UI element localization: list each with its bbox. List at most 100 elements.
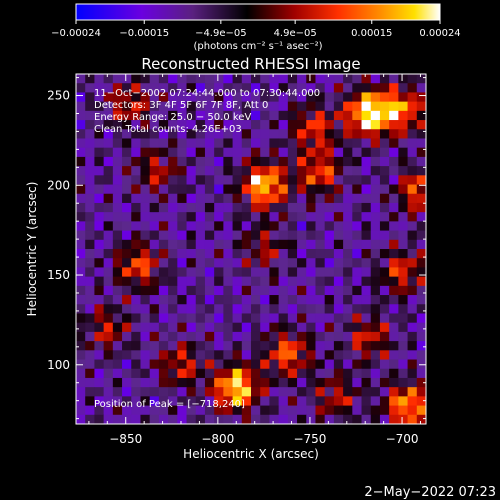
heatmap-cell xyxy=(149,304,160,314)
heatmap-cell xyxy=(333,193,344,204)
heatmap-cell xyxy=(140,341,151,351)
heatmap-cell xyxy=(306,110,316,121)
heatmap-cell xyxy=(389,92,399,103)
heatmap-cell xyxy=(85,313,95,324)
heatmap-cell xyxy=(122,350,132,360)
heatmap-cell xyxy=(278,304,289,314)
heatmap-cell xyxy=(204,405,215,416)
heatmap-cell xyxy=(343,175,353,185)
heatmap-cell xyxy=(361,175,372,185)
heatmap-cell xyxy=(389,184,399,195)
heatmap-cell xyxy=(131,276,141,287)
heatmap-cell xyxy=(333,120,344,130)
heatmap-cell xyxy=(140,239,151,250)
heatmap-cell xyxy=(389,359,399,370)
heatmap-cell xyxy=(177,92,187,103)
heatmap-cell xyxy=(195,313,206,324)
heatmap-cell xyxy=(94,267,105,278)
heatmap-cell xyxy=(158,120,169,130)
heatmap-cell xyxy=(168,101,178,112)
heatmap-cell xyxy=(315,377,326,388)
heatmap-cell xyxy=(379,267,390,278)
heatmap-cell xyxy=(416,193,426,204)
heatmap-cell xyxy=(278,147,289,158)
heatmap-cell xyxy=(370,156,381,167)
heatmap-cell xyxy=(140,193,151,204)
heatmap-cell xyxy=(85,83,95,93)
heatmap-cell xyxy=(287,368,298,379)
heatmap-cell xyxy=(168,276,178,287)
heatmap-cell xyxy=(297,92,307,103)
heatmap-cell xyxy=(112,304,123,314)
heatmap-cell xyxy=(398,396,408,406)
heatmap-cell xyxy=(287,83,298,93)
heatmap-cell xyxy=(315,285,326,296)
heatmap-cell xyxy=(168,295,178,305)
colorbar xyxy=(75,3,441,21)
heatmap-cell xyxy=(251,322,261,333)
heatmap-cell xyxy=(204,202,215,213)
heatmap-cell xyxy=(204,368,215,379)
heatmap-cell xyxy=(131,249,141,259)
heatmap-cell xyxy=(333,295,344,305)
heatmap-cell xyxy=(416,295,426,305)
heatmap-cell xyxy=(241,74,252,84)
heatmap-cell xyxy=(287,156,298,167)
heatmap-cell xyxy=(204,276,215,287)
heatmap-cell xyxy=(131,129,141,139)
heatmap-cell xyxy=(343,110,353,121)
heatmap-cell xyxy=(195,74,206,84)
heatmap-cell xyxy=(223,267,233,278)
heatmap-cell xyxy=(168,368,178,379)
heatmap-cell xyxy=(407,285,418,296)
heatmap-cell xyxy=(241,341,252,351)
heatmap-cell xyxy=(131,331,141,342)
heatmap-cell xyxy=(214,258,224,268)
heatmap-cell xyxy=(131,74,141,84)
heatmap-cell xyxy=(260,110,270,121)
heatmap-cell xyxy=(287,387,298,397)
heatmap-cell xyxy=(122,147,132,158)
heatmap-cell xyxy=(324,285,335,296)
heatmap-cell xyxy=(112,156,123,167)
heatmap-cell xyxy=(85,341,95,351)
heatmap-cell xyxy=(241,120,252,130)
heatmap-cell xyxy=(131,341,141,351)
heatmap-cell xyxy=(140,359,151,370)
heatmap-cell xyxy=(223,129,233,139)
heatmap-cell xyxy=(168,175,178,185)
heatmap-cell xyxy=(76,175,86,185)
heatmap-cell xyxy=(122,368,132,379)
colorbar-tick-label: 0.00024 xyxy=(419,28,460,39)
heatmap-cell xyxy=(241,359,252,370)
heatmap-cell xyxy=(269,193,280,204)
heatmap-cell xyxy=(324,175,335,185)
heatmap-cell xyxy=(379,377,390,388)
heatmap-cell xyxy=(168,110,178,121)
heatmap-cell xyxy=(223,331,233,342)
heatmap-cell xyxy=(241,156,252,167)
heatmap-cell xyxy=(333,230,344,241)
heatmap-cell xyxy=(149,110,160,121)
heatmap-cell xyxy=(389,83,399,93)
heatmap-cell xyxy=(76,405,86,416)
heatmap-cell xyxy=(260,258,270,268)
heatmap-cell xyxy=(103,377,114,388)
heatmap-cell xyxy=(195,258,206,268)
heatmap-cell xyxy=(251,92,261,103)
heatmap-cell xyxy=(149,258,160,268)
heatmap-cell xyxy=(177,276,187,287)
heatmap-cell xyxy=(112,368,123,379)
heatmap-cell xyxy=(398,120,408,130)
heatmap-cell xyxy=(112,129,123,139)
heatmap-cell xyxy=(122,249,132,259)
heatmap-cell xyxy=(168,341,178,351)
heatmap-cell xyxy=(214,175,224,185)
heatmap-cell xyxy=(407,341,418,351)
heatmap-cell xyxy=(85,368,95,379)
heatmap-cell xyxy=(297,166,307,176)
heatmap-cell xyxy=(370,230,381,241)
heatmap-cell xyxy=(379,350,390,360)
heatmap-cell xyxy=(370,166,381,176)
heatmap-cell xyxy=(85,193,95,204)
